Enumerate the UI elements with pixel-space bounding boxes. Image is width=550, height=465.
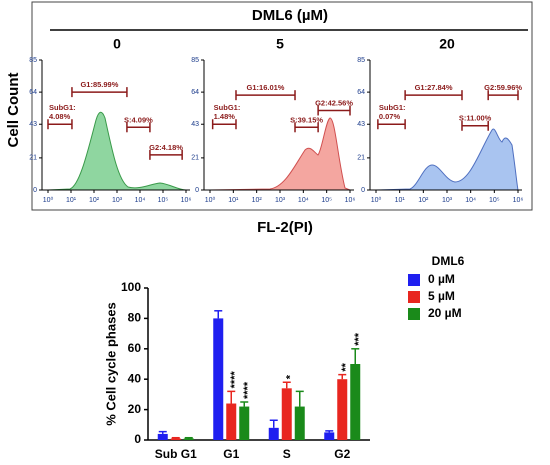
gate-label: 4.08% xyxy=(49,112,71,121)
panel-title: 20 xyxy=(439,36,455,52)
x-tick-label: 10² xyxy=(418,197,429,204)
figure-title: DML6 (µM) xyxy=(252,7,328,24)
significance: **** xyxy=(242,381,254,399)
significance: ** xyxy=(340,362,352,371)
y-tick-label: 60 xyxy=(128,341,142,355)
y-tick-label: 64 xyxy=(191,89,199,96)
gate-label: 0.07% xyxy=(379,112,401,121)
bar xyxy=(350,364,361,440)
histogram-curve xyxy=(375,128,519,191)
gate-label: SubG1: xyxy=(214,103,241,112)
histogram-curve xyxy=(209,117,351,191)
y-tick-label: 20 xyxy=(128,402,142,416)
gate-label: G1:85.99% xyxy=(80,80,118,89)
gate-label: G2:4.18% xyxy=(149,143,183,152)
x-tick-label: 10⁶ xyxy=(181,197,192,204)
bar xyxy=(183,438,194,440)
gate-label: SubG1: xyxy=(379,103,406,112)
x-tick-label: Sub G1 xyxy=(155,447,197,461)
y-axis-label: Cell Count xyxy=(5,73,22,148)
x-tick-label: S xyxy=(283,447,291,461)
y-tick-label: 0 xyxy=(33,187,37,194)
x-tick-label: 10⁵ xyxy=(321,197,332,204)
bar xyxy=(324,432,335,440)
x-tick-label: 10⁵ xyxy=(489,197,500,204)
x-tick-label: G2 xyxy=(334,447,350,461)
panel-title: 5 xyxy=(276,36,284,52)
y-tick-label: 0 xyxy=(134,432,141,446)
y-tick-label: 21 xyxy=(191,155,199,162)
gate-label: S:39.15% xyxy=(290,115,323,124)
x-tick-label: 10⁴ xyxy=(135,197,146,204)
legend-label: 5 µM xyxy=(428,289,455,303)
x-tick-label: 10⁰ xyxy=(371,196,382,204)
gate-label: G1:16.01% xyxy=(247,83,285,92)
frame xyxy=(31,1,533,211)
y-tick-label: 85 xyxy=(357,57,365,64)
significance: * xyxy=(285,374,297,379)
legend-swatch xyxy=(408,291,420,303)
gate-label: S:4.09% xyxy=(124,115,153,124)
x-tick-label: 10² xyxy=(89,197,100,204)
legend-title: DML6 xyxy=(432,254,465,268)
y-tick-label: 64 xyxy=(357,89,365,96)
gate-label: SubG1: xyxy=(49,103,76,112)
x-tick-label: 10² xyxy=(252,197,263,204)
gate-label: G2:42.56% xyxy=(315,98,353,107)
bar xyxy=(239,406,250,440)
y-tick-label: 85 xyxy=(191,57,199,64)
x-tick-label: 10⁶ xyxy=(345,197,356,204)
legend-swatch xyxy=(408,274,420,286)
y-tick-label: 21 xyxy=(357,155,365,162)
bar xyxy=(170,438,181,440)
y-tick-label: 80 xyxy=(128,311,142,325)
y-tick-label: 43 xyxy=(357,121,365,128)
y-tick-label: 100 xyxy=(121,280,141,294)
gate-label: G2:59.96% xyxy=(484,83,522,92)
gate-label: G1:27.84% xyxy=(415,83,453,92)
bar xyxy=(294,406,305,440)
bar xyxy=(226,403,237,440)
x-axis-label: FL-2(PI) xyxy=(257,219,313,236)
x-tick-label: G1 xyxy=(223,447,239,461)
y-tick-label: 64 xyxy=(29,89,37,96)
y-tick-label: 0 xyxy=(361,187,365,194)
legend-swatch xyxy=(408,308,420,320)
legend-label: 0 µM xyxy=(428,272,455,286)
x-tick-label: 10⁵ xyxy=(158,197,169,204)
x-tick-label: 10¹ xyxy=(66,197,77,204)
legend-label: 20 µM xyxy=(428,306,462,320)
panel-title: 0 xyxy=(113,36,121,52)
x-tick-label: 10⁴ xyxy=(298,197,309,204)
y-tick-label: 0 xyxy=(195,187,199,194)
y-tick-label: 43 xyxy=(191,121,199,128)
y-tick-label: 21 xyxy=(29,155,37,162)
x-tick-label: 10³ xyxy=(112,197,123,204)
x-tick-label: 10⁰ xyxy=(43,196,54,204)
x-tick-label: 10³ xyxy=(442,197,453,204)
y-axis-label: % Cell cycle phases xyxy=(103,302,118,426)
bar xyxy=(337,379,348,440)
bar xyxy=(268,427,279,440)
x-tick-label: 10⁶ xyxy=(513,197,524,204)
x-tick-label: 10³ xyxy=(275,197,286,204)
x-tick-label: 10¹ xyxy=(395,197,406,204)
gate-label: S:11.00% xyxy=(459,114,492,123)
x-tick-label: 10¹ xyxy=(228,197,239,204)
significance: *** xyxy=(353,332,365,346)
significance: **** xyxy=(229,371,241,389)
bar xyxy=(213,318,224,440)
x-tick-label: 10⁰ xyxy=(205,196,216,204)
histogram-curve xyxy=(47,111,187,191)
y-tick-label: 43 xyxy=(29,121,37,128)
gate-label: 1.48% xyxy=(214,112,236,121)
bar xyxy=(281,388,292,440)
y-tick-label: 85 xyxy=(29,57,37,64)
bar xyxy=(157,433,168,440)
y-tick-label: 40 xyxy=(128,371,142,385)
x-tick-label: 10⁴ xyxy=(465,197,476,204)
